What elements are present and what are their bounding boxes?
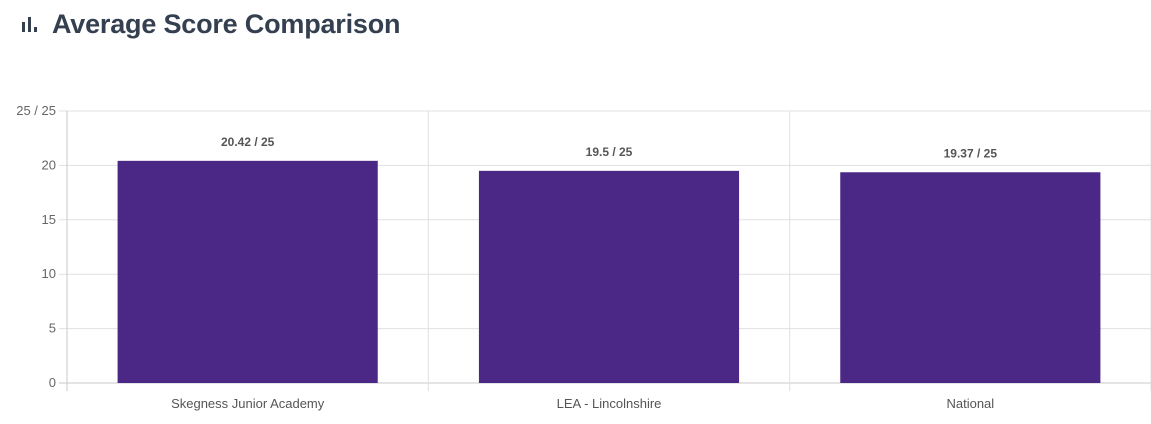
y-tick-label: 20: [42, 157, 56, 172]
chart-header: Average Score Comparison: [20, 6, 401, 42]
y-tick-label: 0: [49, 375, 56, 390]
x-tick-label: Skegness Junior Academy: [171, 396, 325, 411]
bar: [478, 170, 740, 383]
x-tick-label: LEA - Lincolnshire: [557, 396, 662, 411]
y-tick-label: 15: [42, 212, 56, 227]
y-tick-label: 10: [42, 266, 56, 281]
bar-data-label: 19.37 / 25: [944, 146, 998, 160]
bar: [840, 172, 1101, 383]
x-tick-label: National: [946, 396, 994, 411]
labels: 0 5 10 15 20 25 / 25 20.42 / 25 Skegness Junior…: [16, 103, 997, 411]
y-tick-label: 5: [49, 321, 56, 336]
bar: [117, 160, 378, 383]
bar-chart-icon: [20, 14, 40, 34]
y-tick-label: 25 / 25: [16, 103, 56, 118]
bars: [117, 160, 1101, 383]
bar-data-label: 19.5 / 25: [586, 145, 633, 159]
bar-data-label: 20.42 / 25: [221, 135, 275, 149]
chart-title: Average Score Comparison: [52, 8, 401, 39]
